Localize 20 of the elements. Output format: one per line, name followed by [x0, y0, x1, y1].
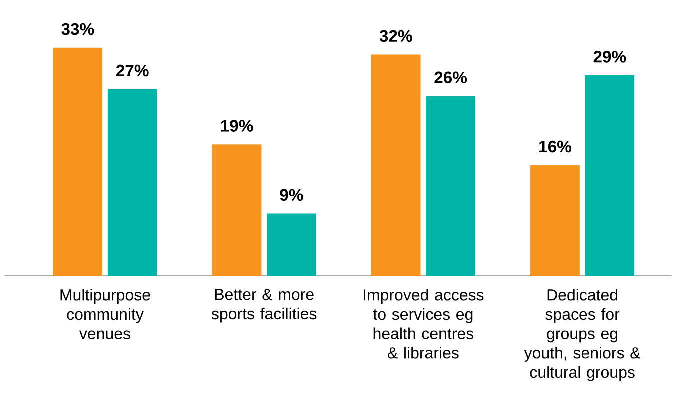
bar: [267, 214, 316, 276]
data-label: 29%: [594, 51, 626, 63]
data-label: 19%: [221, 120, 254, 132]
data-label: 33%: [62, 23, 94, 36]
bar: [212, 144, 262, 276]
x-tick-label: Better & more sports facilities: [212, 289, 317, 323]
x-tick-label: Dedicated spaces for groups eg youth, seniors & cultural groups: [524, 289, 641, 382]
data-label: 27%: [116, 64, 149, 77]
data-label: 9%: [280, 189, 304, 202]
bar: [108, 89, 158, 276]
bar: [530, 165, 580, 276]
data-label: 26%: [434, 72, 468, 84]
data-label: 32%: [380, 30, 412, 42]
bar: [371, 54, 421, 276]
x-tick-label: Improved access to services eg health centres & libraries: [364, 289, 484, 359]
bar: [426, 96, 476, 276]
data-label: 16%: [540, 140, 572, 153]
x-tick-label: Multipurpose community venues: [60, 289, 150, 340]
bar: [585, 76, 635, 276]
bar: [53, 48, 103, 276]
